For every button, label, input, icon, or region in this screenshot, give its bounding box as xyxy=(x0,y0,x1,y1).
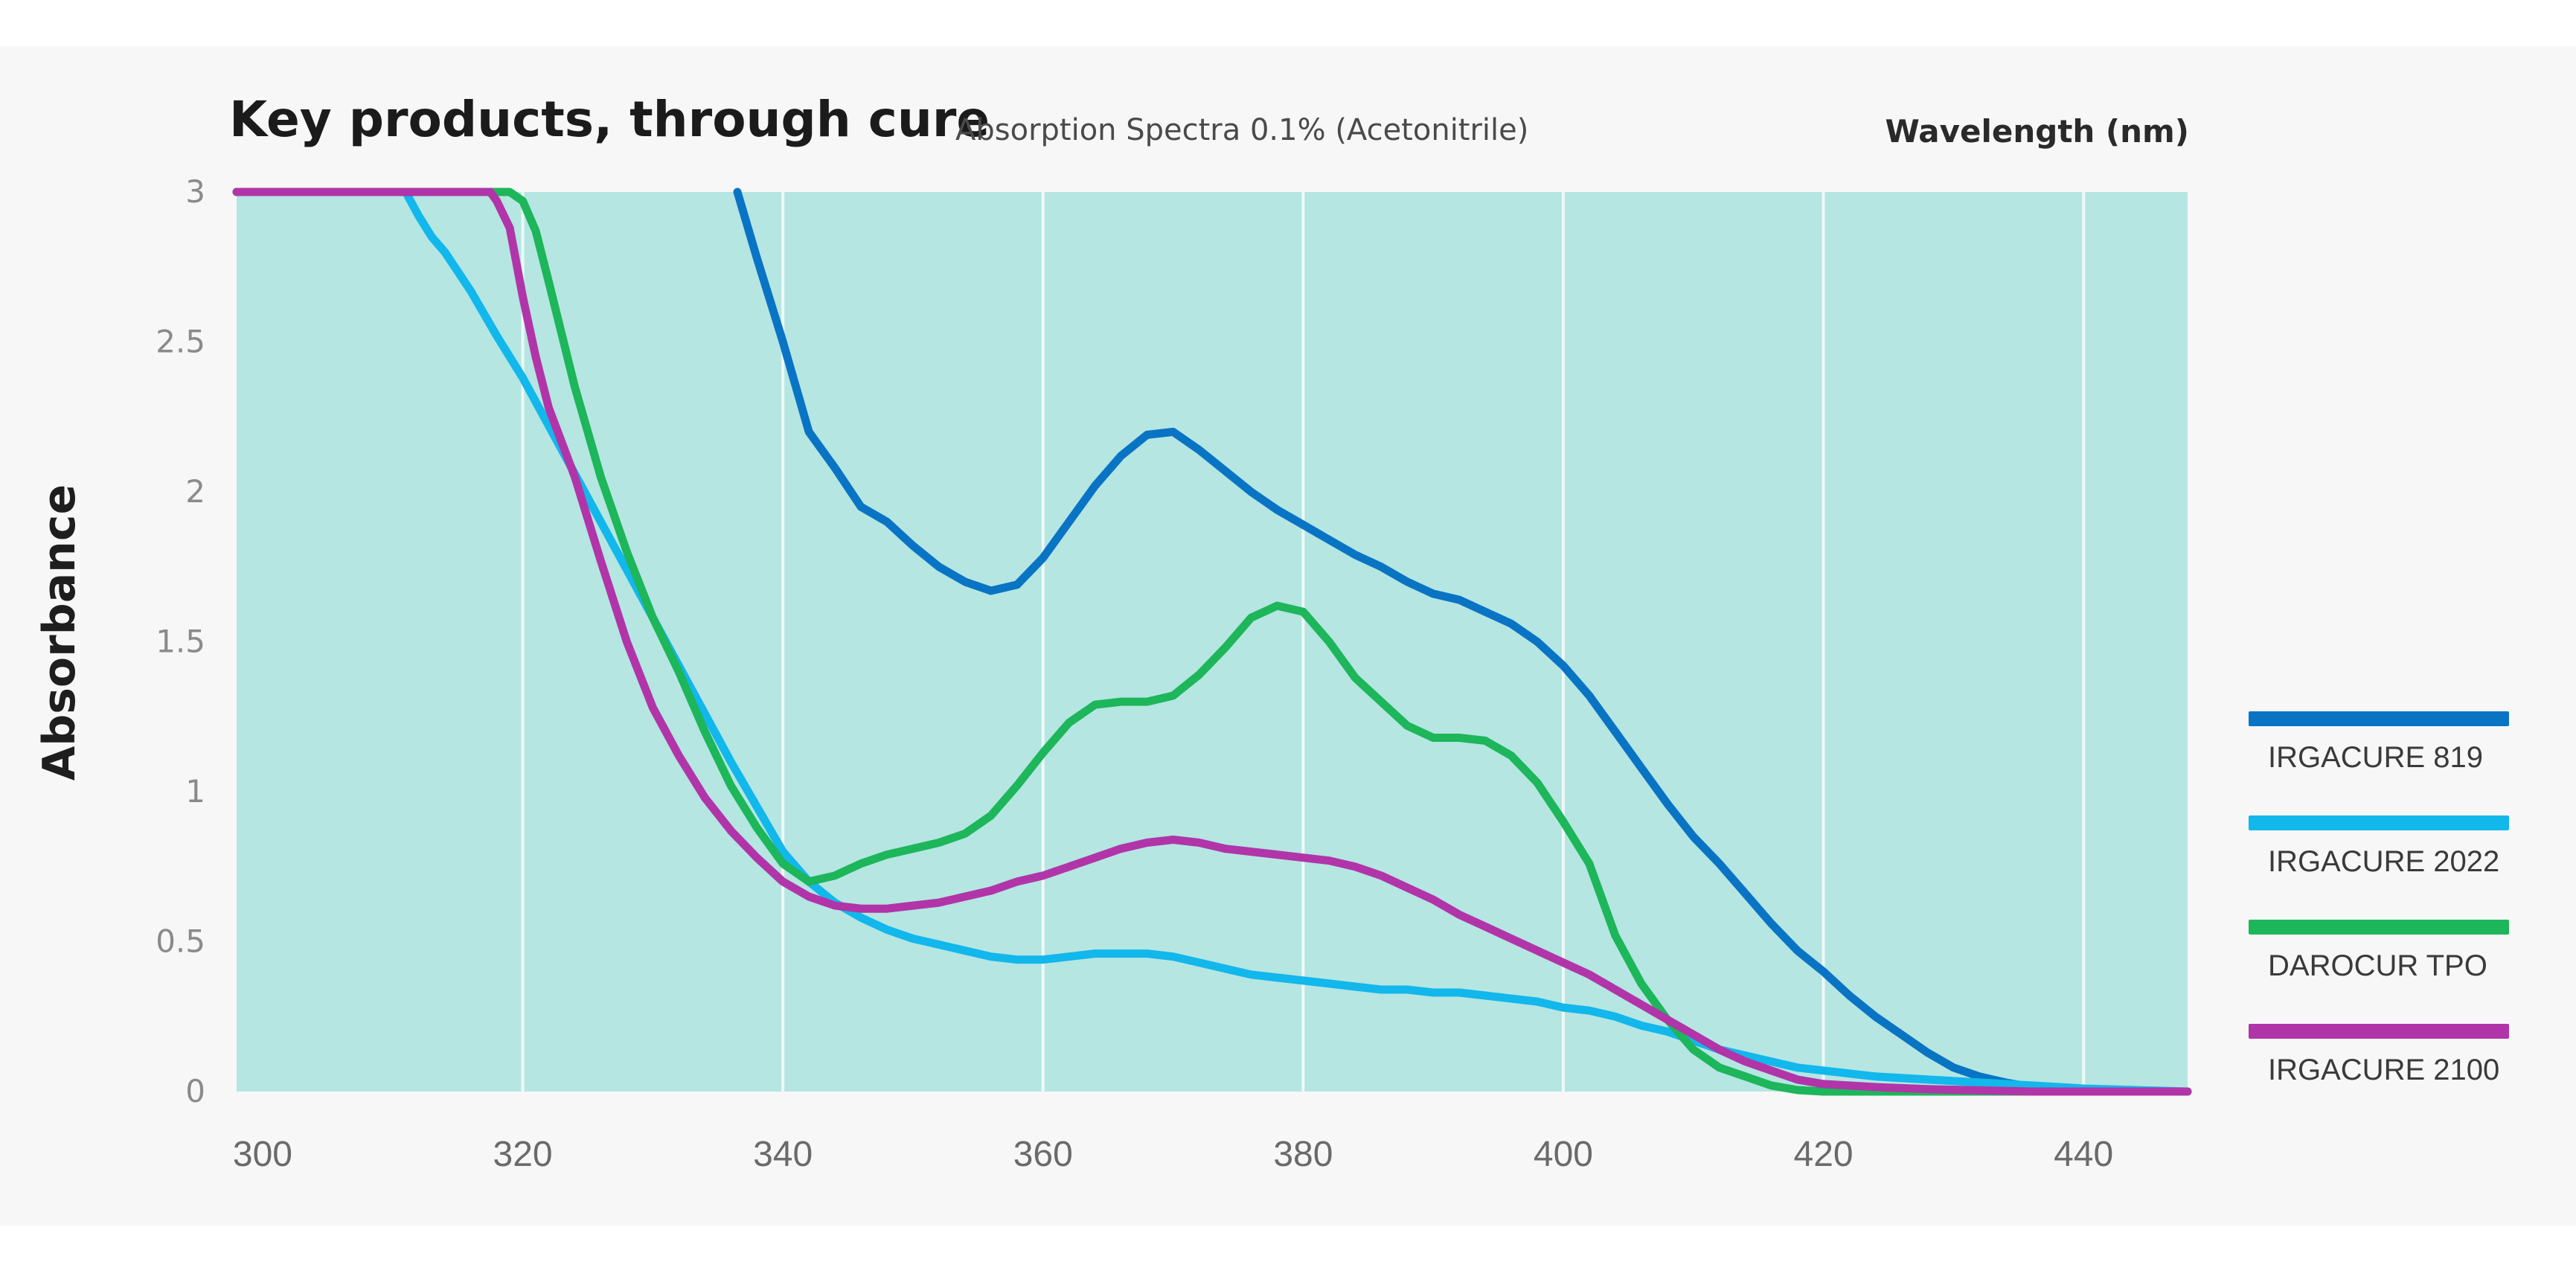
series-line-irgacure-2100 xyxy=(232,188,2192,1096)
legend-item-irgacure-2022: IRGACURE 2022 xyxy=(2249,804,2512,908)
x-tick-label: 440 xyxy=(2054,1135,2113,1174)
legend-item-irgacure-2100: IRGACURE 2100 xyxy=(2249,1012,2512,1116)
x-axis-title: Wavelength (nm) xyxy=(1885,113,2189,150)
x-tick-label: 380 xyxy=(1273,1135,1333,1174)
x-tick-label: 340 xyxy=(753,1135,813,1174)
legend-label: IRGACURE 819 xyxy=(2268,741,2483,774)
legend-item-darocur-tpo: DAROCUR TPO xyxy=(2249,908,2512,1012)
chart-subtitle: Absorption Spectra 0.1% (Acetonitrile) xyxy=(955,113,1529,147)
legend-item-irgacure-819: IRGACURE 819 xyxy=(2249,699,2512,804)
x-tick-label: 300 xyxy=(233,1135,292,1174)
x-tick-label: 360 xyxy=(1013,1135,1073,1174)
y-tick-label: 2.5 xyxy=(156,324,205,360)
y-tick-label: 3 xyxy=(185,173,205,210)
legend-swatch xyxy=(2249,920,2509,935)
y-tick-label: 1.5 xyxy=(156,624,205,660)
legend-label: IRGACURE 2022 xyxy=(2268,845,2500,878)
legend-swatch xyxy=(2249,815,2509,830)
legend-label: DAROCUR TPO xyxy=(2268,949,2487,982)
legend-label: IRGACURE 2100 xyxy=(2268,1054,2500,1086)
y-tick-label: 0 xyxy=(185,1073,205,1109)
series-line-darocur-tpo xyxy=(232,188,2192,1096)
y-tick-label: 0.5 xyxy=(156,923,205,960)
legend-swatch xyxy=(2249,711,2509,726)
legend-swatch xyxy=(2249,1024,2509,1039)
chart-title: Key products, through cure xyxy=(229,91,990,148)
legend: IRGACURE 819 IRGACURE 2022 DAROCUR TPO I… xyxy=(2249,699,2512,1116)
y-tick-label: 2 xyxy=(185,473,205,510)
x-tick-label: 400 xyxy=(1534,1135,1593,1174)
series-line-irgacure-819 xyxy=(733,188,2192,1096)
x-tick-label: 420 xyxy=(1794,1135,1853,1174)
x-tick-label: 320 xyxy=(493,1135,553,1174)
y-tick-label: 1 xyxy=(185,773,205,810)
